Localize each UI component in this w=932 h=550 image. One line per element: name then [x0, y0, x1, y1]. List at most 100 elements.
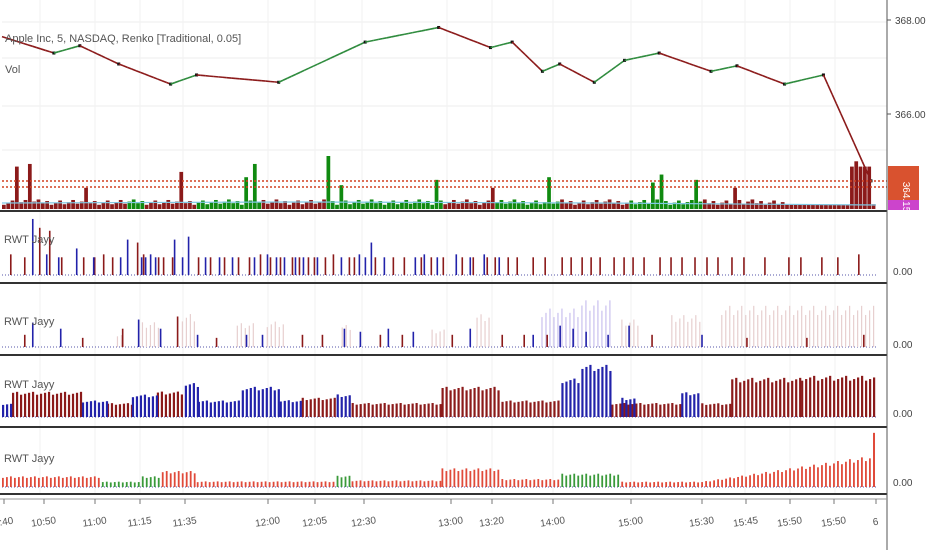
time-axis: 9:40 10:50 11:00 11:15 11:35 12:00 12:05 12:30 1…: [0, 498, 887, 530]
indicator-bar: [521, 479, 524, 487]
indicator-bar: [481, 471, 484, 487]
volume-bar: [685, 202, 690, 209]
indicator-bar: [351, 403, 354, 417]
renko-brick: [852, 142, 859, 153]
indicator-bar: [761, 310, 763, 347]
renko-brick: [593, 78, 600, 83]
indicator-bar: [93, 257, 96, 275]
indicator-bar: [607, 334, 609, 347]
volume-bar: [439, 200, 443, 209]
indicator-bar: [71, 393, 75, 417]
indicator-bar: [793, 314, 795, 347]
volume-bar: [62, 204, 67, 209]
indicator-bar: [363, 481, 366, 487]
indicator-bar: [423, 481, 426, 487]
renko-brick: [174, 80, 180, 84]
indicator-bar: [283, 400, 286, 417]
renko-brick: [736, 65, 742, 69]
indicator-bar: [667, 403, 670, 417]
volume-bar: [672, 202, 677, 209]
volume-bar: [646, 203, 651, 209]
time-tick-label: 6: [872, 517, 879, 529]
indicator-bar: [173, 239, 176, 275]
indicator-bar: [403, 480, 406, 487]
indicator-bar: [441, 388, 444, 417]
indicator-bar: [374, 257, 377, 275]
indicator-bar: [245, 334, 248, 347]
indicator-bar: [359, 331, 362, 347]
indicator-bar: [181, 257, 184, 275]
volume-bar: [265, 203, 270, 209]
indicator-bar: [159, 328, 162, 347]
indicator-bar: [764, 257, 766, 275]
indicator-bar: [549, 308, 551, 347]
volume-bar: [629, 200, 634, 209]
indicator-bar: [749, 310, 751, 347]
indicator-bar: [196, 482, 199, 487]
indicator-bar: [659, 404, 662, 417]
indicator-bar: [689, 395, 692, 417]
indicator-bar: [809, 310, 811, 347]
indicator-bar: [480, 314, 482, 347]
volume-bar: [837, 204, 841, 209]
indicator-bar: [197, 401, 200, 417]
indicator-bar: [651, 334, 653, 347]
indicator-bar: [329, 398, 332, 417]
renko-brick: [511, 41, 518, 47]
indicator-bar: [801, 380, 804, 417]
volume-bar: [369, 199, 374, 209]
indicator-bar: [399, 403, 402, 417]
indicator-bar: [627, 404, 630, 417]
indicator-bar: [176, 391, 179, 417]
indicator-bar: [116, 336, 119, 347]
volume-bar: [728, 204, 733, 209]
volume-bar: [395, 204, 400, 209]
time-tick-label: 10:50: [30, 515, 57, 529]
indicator-bar: [395, 403, 398, 417]
renko-brick: [602, 72, 608, 77]
renko-brick: [814, 75, 820, 78]
indicator-bar: [737, 310, 739, 347]
indicator-bar: [709, 481, 711, 487]
indicator-bar: [341, 327, 343, 347]
indicator-bar: [57, 476, 60, 487]
renko-brick: [481, 43, 487, 47]
indicator-bar: [573, 378, 576, 417]
indicator-bar: [721, 479, 723, 487]
indicator-bar: [427, 403, 430, 417]
renko-brick: [351, 45, 357, 49]
volume-bar: [806, 204, 811, 209]
indicator-bar: [628, 325, 630, 347]
indicator-bar: [749, 475, 751, 487]
renko-brick: [19, 41, 24, 45]
indicator-bar: [751, 377, 754, 417]
indicator-bar: [837, 461, 839, 487]
renko-brick: [447, 30, 452, 34]
renko-brick: [624, 58, 630, 62]
indicator-bar: [489, 388, 492, 417]
indicator-bar: [841, 314, 843, 347]
indicator-bar: [833, 380, 836, 417]
renko-brick: [442, 28, 448, 32]
indicator-bar: [291, 402, 294, 417]
renko-brick: [835, 103, 842, 114]
indicator-bar: [845, 375, 848, 417]
indicator-bar: [677, 482, 680, 487]
indicator-bar: [717, 479, 719, 487]
indicator-bar: [325, 399, 328, 417]
indicator-bar: [615, 404, 618, 417]
indicator-bar: [633, 319, 635, 347]
renko-brick: [857, 151, 864, 162]
renko-brick: [848, 132, 855, 143]
indicator-bar: [559, 325, 561, 347]
indicator-bar: [589, 364, 592, 417]
renko-brick: [44, 49, 50, 53]
indicator-bar: [85, 477, 88, 487]
indicator-bar: [51, 394, 55, 417]
indicator-bar: [585, 366, 588, 417]
volume-bar: [460, 201, 465, 209]
indicator-bar: [141, 476, 144, 487]
renko-brick: [66, 47, 72, 51]
volume-bar: [287, 204, 292, 209]
indicator-bar: [355, 404, 358, 417]
